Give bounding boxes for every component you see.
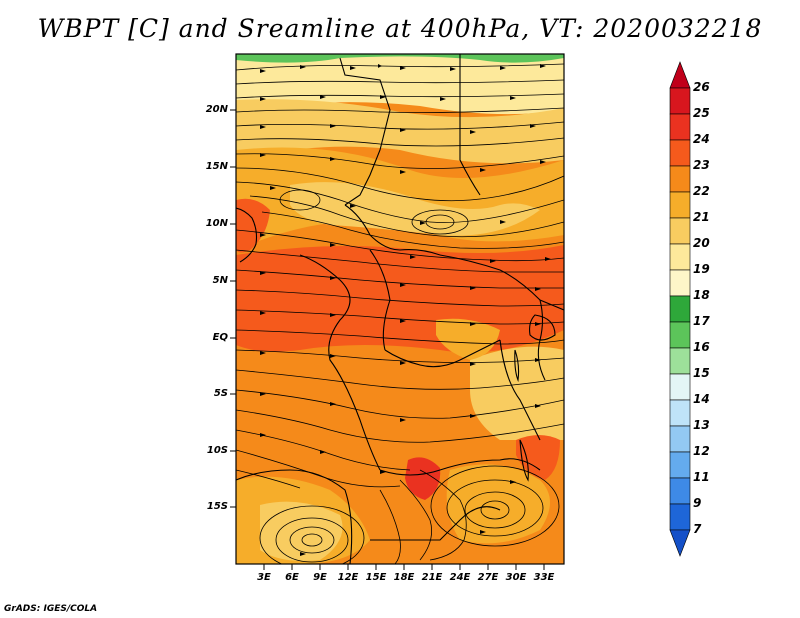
lat-label-eq: EQ	[212, 332, 228, 343]
colorbar-segment	[669, 295, 691, 323]
colorbar-segment	[669, 139, 691, 167]
colorbar-segment	[669, 113, 691, 141]
lon-label-30e: 30E	[505, 572, 527, 583]
lat-label-5s: 5S	[213, 388, 228, 399]
lon-label-27e: 27E	[477, 572, 499, 583]
colorbar-label: 20	[693, 236, 710, 250]
colorbar-label: 18	[693, 288, 710, 302]
colorbar-label: 15	[693, 366, 710, 380]
lon-label-18e: 18E	[393, 572, 415, 583]
footer-credit: GrADS: IGES/COLA	[4, 604, 98, 614]
colorbar-label: 17	[693, 314, 710, 328]
colorbar-segment	[669, 269, 691, 297]
lon-label-9e: 9E	[313, 572, 327, 583]
colorbar-segment	[669, 503, 691, 531]
lat-label-5n: 5N	[212, 275, 228, 286]
colorbar-segment	[669, 425, 691, 453]
colorbar-label: 23	[693, 158, 710, 172]
lon-label-12e: 12E	[337, 572, 359, 583]
colorbar-segment	[669, 477, 691, 505]
colorbar-segment	[669, 399, 691, 427]
colorbar-segment	[669, 373, 691, 401]
colorbar-label: 7	[693, 522, 702, 536]
lon-label-3e: 3E	[257, 572, 271, 583]
colorbar-segment	[669, 243, 691, 271]
colorbar-segment	[669, 191, 691, 219]
colorbar-segment	[669, 321, 691, 349]
lon-label-15e: 15E	[365, 572, 387, 583]
colorbar-label: 24	[693, 132, 710, 146]
colorbar-label: 21	[693, 210, 710, 224]
colorbar-label: 12	[693, 444, 710, 458]
map-title: WBPT [C] and Sreamline at 400hPa, VT: 20…	[37, 14, 763, 43]
map-frame	[235, 53, 565, 565]
lat-label-15s: 15S	[206, 501, 228, 512]
colorbar-label: 9	[693, 496, 702, 510]
colorbar-segment	[669, 61, 691, 89]
lon-label-21e: 21E	[421, 572, 443, 583]
colorbar-segment	[669, 529, 691, 557]
colorbar-segment	[669, 217, 691, 245]
colorbar-label: 11	[693, 470, 710, 484]
colorbar-label: 25	[693, 106, 710, 120]
colorbar-label: 19	[693, 262, 710, 276]
colorbar-segment	[669, 347, 691, 375]
colorbar-segment	[669, 451, 691, 479]
lon-label-33e: 33E	[533, 572, 555, 583]
lon-label-6e: 6E	[285, 572, 299, 583]
colorbar-label: 26	[693, 80, 710, 94]
lat-label-20n: 20N	[205, 104, 228, 115]
lat-ticks	[230, 109, 236, 508]
colorbar-label: 16	[693, 340, 710, 354]
lat-label-10s: 10S	[206, 445, 228, 456]
country-borders	[236, 54, 564, 564]
lon-ticks	[263, 564, 545, 570]
colorbar-segment	[669, 165, 691, 193]
colorbar-segment	[669, 87, 691, 115]
colorbar-label: 22	[693, 184, 710, 198]
streamline-arrows	[260, 64, 551, 556]
streamlines	[236, 63, 564, 564]
lon-label-24e: 24E	[449, 572, 471, 583]
lat-label-15n: 15N	[205, 161, 228, 172]
wbpt-shading	[236, 54, 564, 564]
colorbar-label: 13	[693, 418, 710, 432]
lat-label-10n: 10N	[205, 218, 228, 229]
colorbar-label: 14	[693, 392, 710, 406]
